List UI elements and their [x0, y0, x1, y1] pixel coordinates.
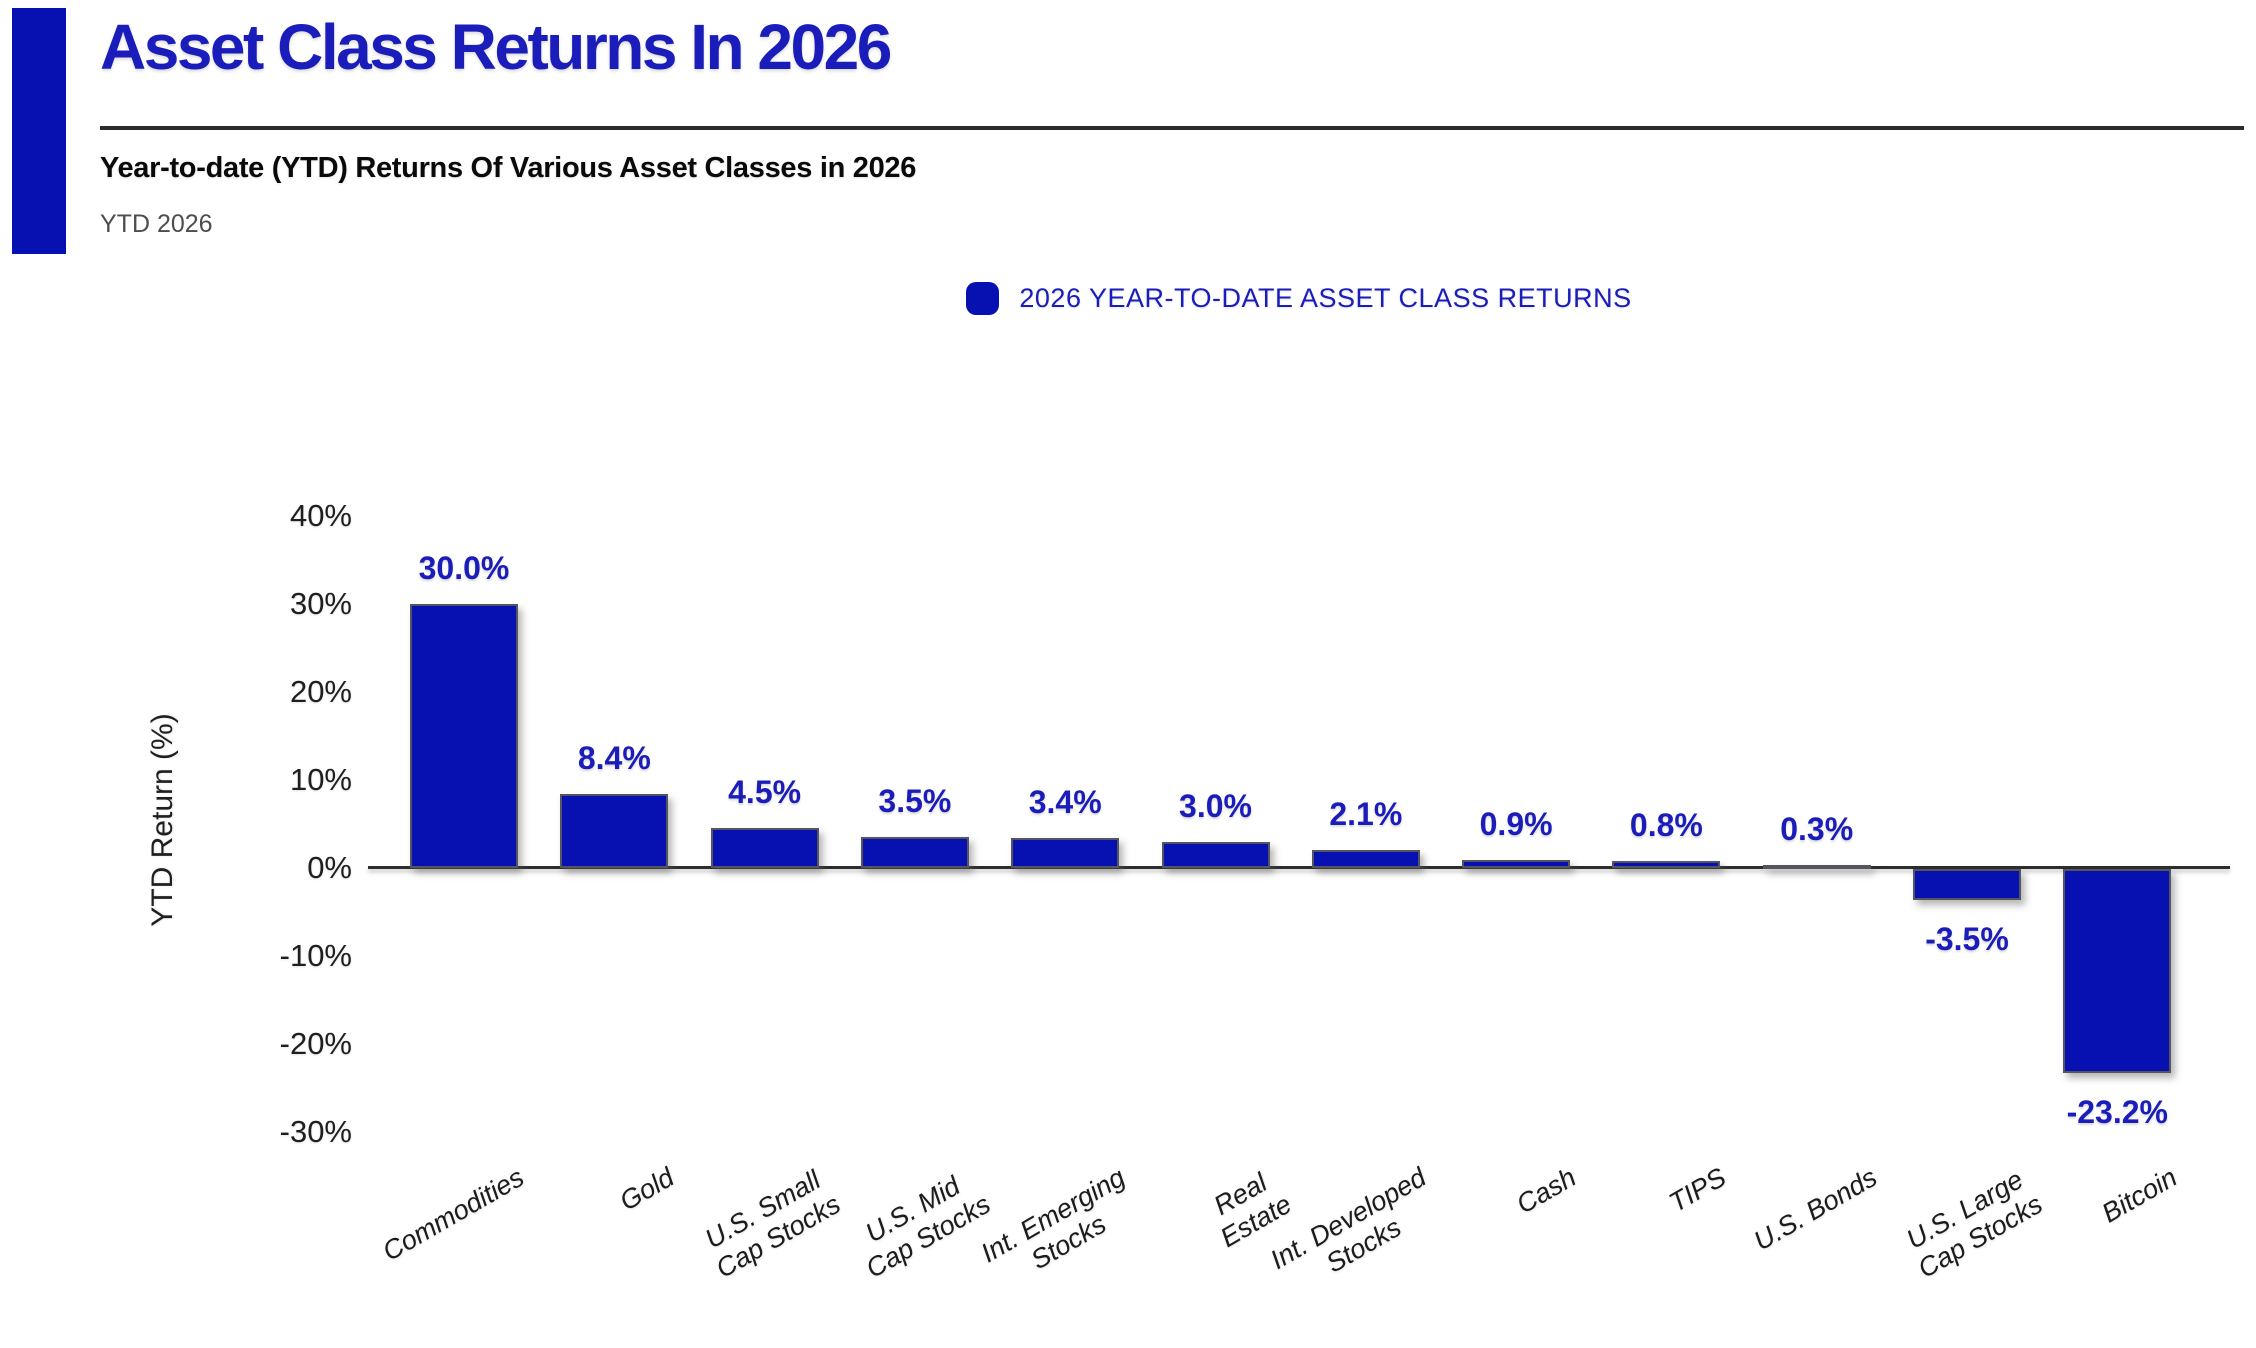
bar-value-label: 30.0%	[418, 550, 510, 586]
y-axis-title: YTD Return (%)	[146, 713, 179, 927]
page-title: Asset Class Returns In 2026	[100, 11, 892, 83]
x-tick-label-text: Bitcoin	[2097, 1162, 2183, 1229]
bar-value-label: 8.4%	[577, 740, 651, 777]
bar-value-label: 0.9%	[1479, 806, 1553, 843]
bar-value-label: -3.5%	[1925, 920, 2009, 957]
y-tick-label: 0%	[307, 850, 352, 885]
bar-value-label: 0.8%	[1629, 806, 1703, 843]
header-divider	[100, 126, 2244, 130]
bar	[2063, 869, 2172, 1074]
bar-value-label: 4.5%	[728, 774, 802, 811]
y-tick-label: -10%	[279, 938, 352, 973]
x-tick-label-text: TIPS	[1664, 1162, 1732, 1218]
period-label: YTD 2026	[100, 210, 213, 238]
bar	[1311, 849, 1420, 868]
bar	[1762, 865, 1871, 870]
bar	[1161, 841, 1270, 868]
bar	[410, 604, 518, 868]
bar	[1612, 860, 1721, 868]
bar-value-label: 3.0%	[1179, 787, 1252, 824]
x-axis-line	[368, 866, 2230, 869]
bar	[1462, 860, 1571, 868]
x-tick-label-text: Cash	[1511, 1162, 1582, 1220]
y-tick-label: 40%	[289, 498, 352, 533]
y-tick-label: 30%	[289, 586, 352, 621]
chart-legend: 2026 YEAR-TO-DATE ASSET CLASS RETURNS	[368, 278, 2230, 318]
bar	[560, 794, 669, 868]
y-tick-label: -20%	[279, 1026, 352, 1061]
bar-value-label: 0.3%	[1780, 811, 1854, 848]
x-tick-label: Commodities	[142, 1162, 530, 1348]
x-tick-label-text: Gold	[614, 1162, 680, 1217]
bar	[1011, 838, 1120, 868]
legend-swatch	[966, 281, 1000, 315]
bar	[710, 828, 819, 868]
header-accent-bar	[12, 8, 66, 254]
y-tick-label: 20%	[289, 674, 352, 709]
bar-value-label: 3.5%	[878, 783, 952, 820]
bar	[1913, 869, 2021, 900]
legend-label: 2026 YEAR-TO-DATE ASSET CLASS RETURNS	[1019, 282, 1632, 313]
chart-subtitle: Year-to-date (YTD) Returns Of Various As…	[100, 152, 917, 184]
bar-value-label: 2.1%	[1329, 795, 1403, 832]
y-tick-label: -30%	[279, 1114, 352, 1149]
y-tick-label: 10%	[289, 762, 352, 797]
x-tick-label-text: U.S. Bonds	[1748, 1162, 1882, 1257]
bar-value-label: 3.4%	[1028, 784, 1102, 821]
bar	[860, 837, 969, 868]
bar-value-label: -23.2%	[2066, 1094, 2168, 1131]
